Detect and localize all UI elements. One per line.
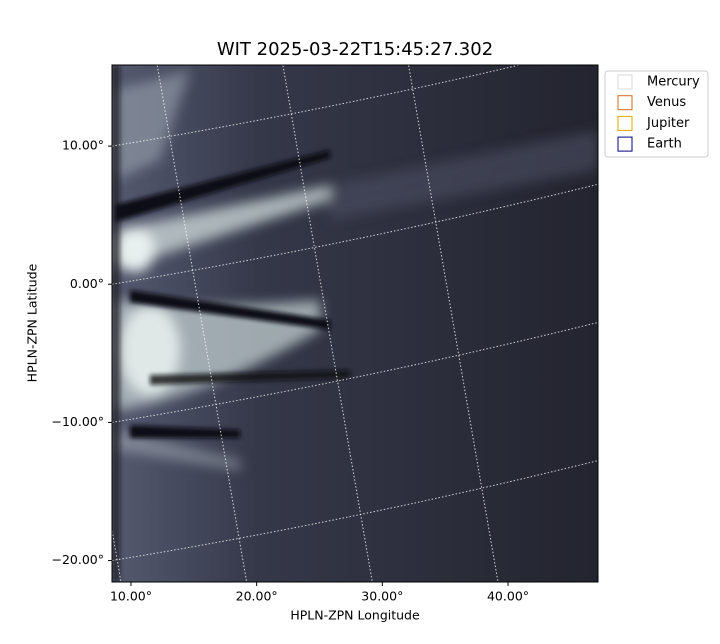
y-tick-label: −10.00° <box>51 414 104 429</box>
y-tick-label: 0.00° <box>70 276 104 291</box>
x-axis-label: HPLN-ZPN Longitude <box>290 608 420 623</box>
legend-label: Earth <box>647 137 682 152</box>
plot-frame <box>111 64 599 583</box>
y-tick-label: −20.00° <box>51 552 104 567</box>
x-tick-label: 10.00° <box>110 589 152 604</box>
legend-swatch <box>617 74 633 90</box>
x-tick-label: 20.00° <box>236 589 278 604</box>
legend-swatch <box>617 115 633 131</box>
legend-frame <box>604 70 709 158</box>
y-tick-label: 10.00° <box>62 138 104 153</box>
chart-title: WIT 2025-03-22T15:45:27.302 <box>217 39 493 60</box>
y-axis-label: HPLN-ZPN Latitude <box>25 263 40 382</box>
grid-line <box>112 183 598 285</box>
grid-line <box>408 65 499 582</box>
legend-swatch <box>617 136 633 152</box>
grid-line <box>282 65 373 582</box>
x-tick-label: 30.00° <box>361 589 403 604</box>
legend-label: Jupiter <box>646 116 690 131</box>
grid-line <box>112 460 598 562</box>
grid-line <box>112 321 598 423</box>
image <box>112 65 598 582</box>
grid-line <box>156 65 248 582</box>
legend-label: Mercury <box>647 75 700 90</box>
legend-swatch <box>617 95 633 111</box>
grid-line <box>112 65 522 147</box>
legend-label: Venus <box>647 95 686 110</box>
x-tick-label: 40.00° <box>487 589 529 604</box>
